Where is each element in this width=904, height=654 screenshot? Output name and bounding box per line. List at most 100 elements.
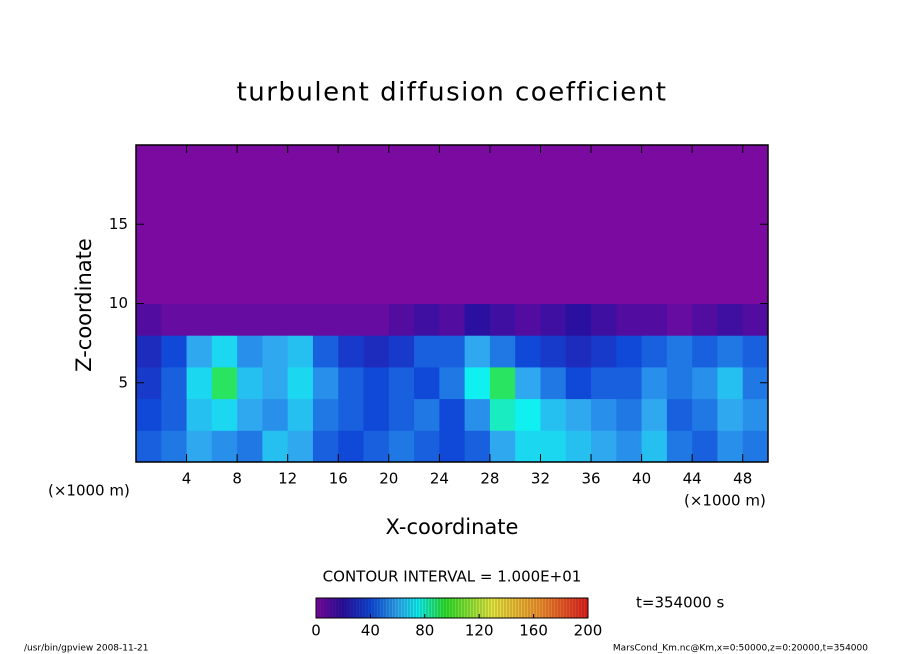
heat-cell: [742, 398, 769, 431]
heat-cell: [136, 145, 162, 178]
heat-cell: [565, 430, 592, 463]
heat-cell: [338, 208, 365, 241]
heat-cell: [540, 430, 567, 463]
heat-cell: [489, 176, 516, 209]
heat-cell: [312, 430, 339, 463]
heat-cell: [312, 240, 339, 273]
heat-cell: [414, 366, 440, 400]
heat-cell: [338, 145, 365, 178]
heat-cell: [287, 240, 314, 273]
footer-right: MarsCond_Km.nc@Km,x=0:50000,z=0:20000,t=…: [613, 644, 868, 654]
heat-cell: [211, 303, 238, 336]
heat-cell: [186, 176, 213, 209]
heat-cell: [616, 145, 643, 178]
heat-cell: [666, 240, 693, 273]
heat-cell: [186, 303, 213, 336]
heat-cell: [616, 303, 643, 336]
heat-cell: [692, 176, 718, 209]
heat-cell: [262, 366, 289, 400]
heat-cell: [439, 271, 466, 304]
heat-cell: [591, 430, 617, 463]
heat-cell: [540, 176, 567, 209]
heat-cell: [338, 240, 365, 273]
heat-cell: [312, 208, 339, 241]
heat-cell: [540, 208, 567, 241]
heat-cell: [388, 398, 415, 431]
heat-cell: [237, 430, 263, 463]
heat-cell: [211, 176, 238, 209]
heat-cell: [515, 398, 541, 431]
heat-cell: [489, 303, 516, 336]
heat-cell: [388, 240, 415, 273]
heat-cell: [287, 398, 314, 431]
heat-cell: [464, 398, 491, 431]
heat-cell: [161, 430, 188, 463]
heat-cell: [161, 271, 188, 304]
y-unit-label: (×1000 m): [48, 482, 130, 500]
heat-cell: [666, 176, 693, 209]
heat-cell: [161, 145, 188, 178]
heat-cell: [262, 145, 289, 178]
heat-cell: [338, 271, 365, 304]
heat-cell: [439, 398, 466, 431]
heat-cell: [591, 208, 617, 241]
heat-cell: [414, 240, 440, 273]
heat-cell: [515, 335, 541, 368]
heat-cell: [666, 398, 693, 431]
heat-cell: [287, 430, 314, 463]
heat-cell: [540, 271, 567, 304]
heat-cell: [388, 145, 415, 178]
heat-cell: [515, 208, 541, 241]
heat-cell: [161, 176, 188, 209]
colorbar: [315, 597, 589, 619]
heat-cell: [565, 145, 592, 178]
heat-cell: [363, 145, 390, 178]
heat-cell: [287, 176, 314, 209]
heat-cell: [641, 303, 668, 336]
heat-cell: [439, 240, 466, 273]
heat-cell: [211, 271, 238, 304]
heat-cell: [237, 176, 263, 209]
heat-cell: [717, 176, 744, 209]
heat-cell: [363, 430, 390, 463]
heat-cell: [464, 271, 491, 304]
heat-cell: [565, 366, 592, 400]
heat-cell: [312, 398, 339, 431]
heat-cell: [186, 271, 213, 304]
heat-cell: [414, 145, 440, 178]
x-tick-label: 36: [581, 470, 600, 488]
heat-cell: [338, 303, 365, 336]
heat-cell: [211, 335, 238, 368]
heat-cell: [489, 398, 516, 431]
heat-cell: [262, 335, 289, 368]
heat-cell: [161, 335, 188, 368]
heat-cell: [262, 208, 289, 241]
heat-cell: [287, 303, 314, 336]
heat-cell: [237, 271, 263, 304]
heat-cell: [641, 271, 668, 304]
heat-cell: [237, 398, 263, 431]
heat-cell: [388, 335, 415, 368]
heat-cell: [489, 208, 516, 241]
heat-cell: [312, 145, 339, 178]
heat-cell: [515, 176, 541, 209]
heat-cell: [414, 303, 440, 336]
heat-cell: [363, 398, 390, 431]
heat-cell: [616, 240, 643, 273]
heat-cell: [717, 208, 744, 241]
heat-cell: [464, 366, 491, 400]
heat-cell: [717, 145, 744, 178]
heat-cell: [591, 303, 617, 336]
heat-cell: [692, 335, 718, 368]
y-tick-label: 15: [109, 215, 128, 233]
heat-cell: [742, 240, 769, 273]
heat-cell: [211, 430, 238, 463]
heat-cell: [540, 366, 567, 400]
heat-cell: [287, 366, 314, 400]
heat-cell: [666, 303, 693, 336]
heat-cell: [717, 240, 744, 273]
heat-cell: [591, 145, 617, 178]
heat-cell: [666, 271, 693, 304]
heat-cell: [388, 176, 415, 209]
heat-cell: [641, 145, 668, 178]
